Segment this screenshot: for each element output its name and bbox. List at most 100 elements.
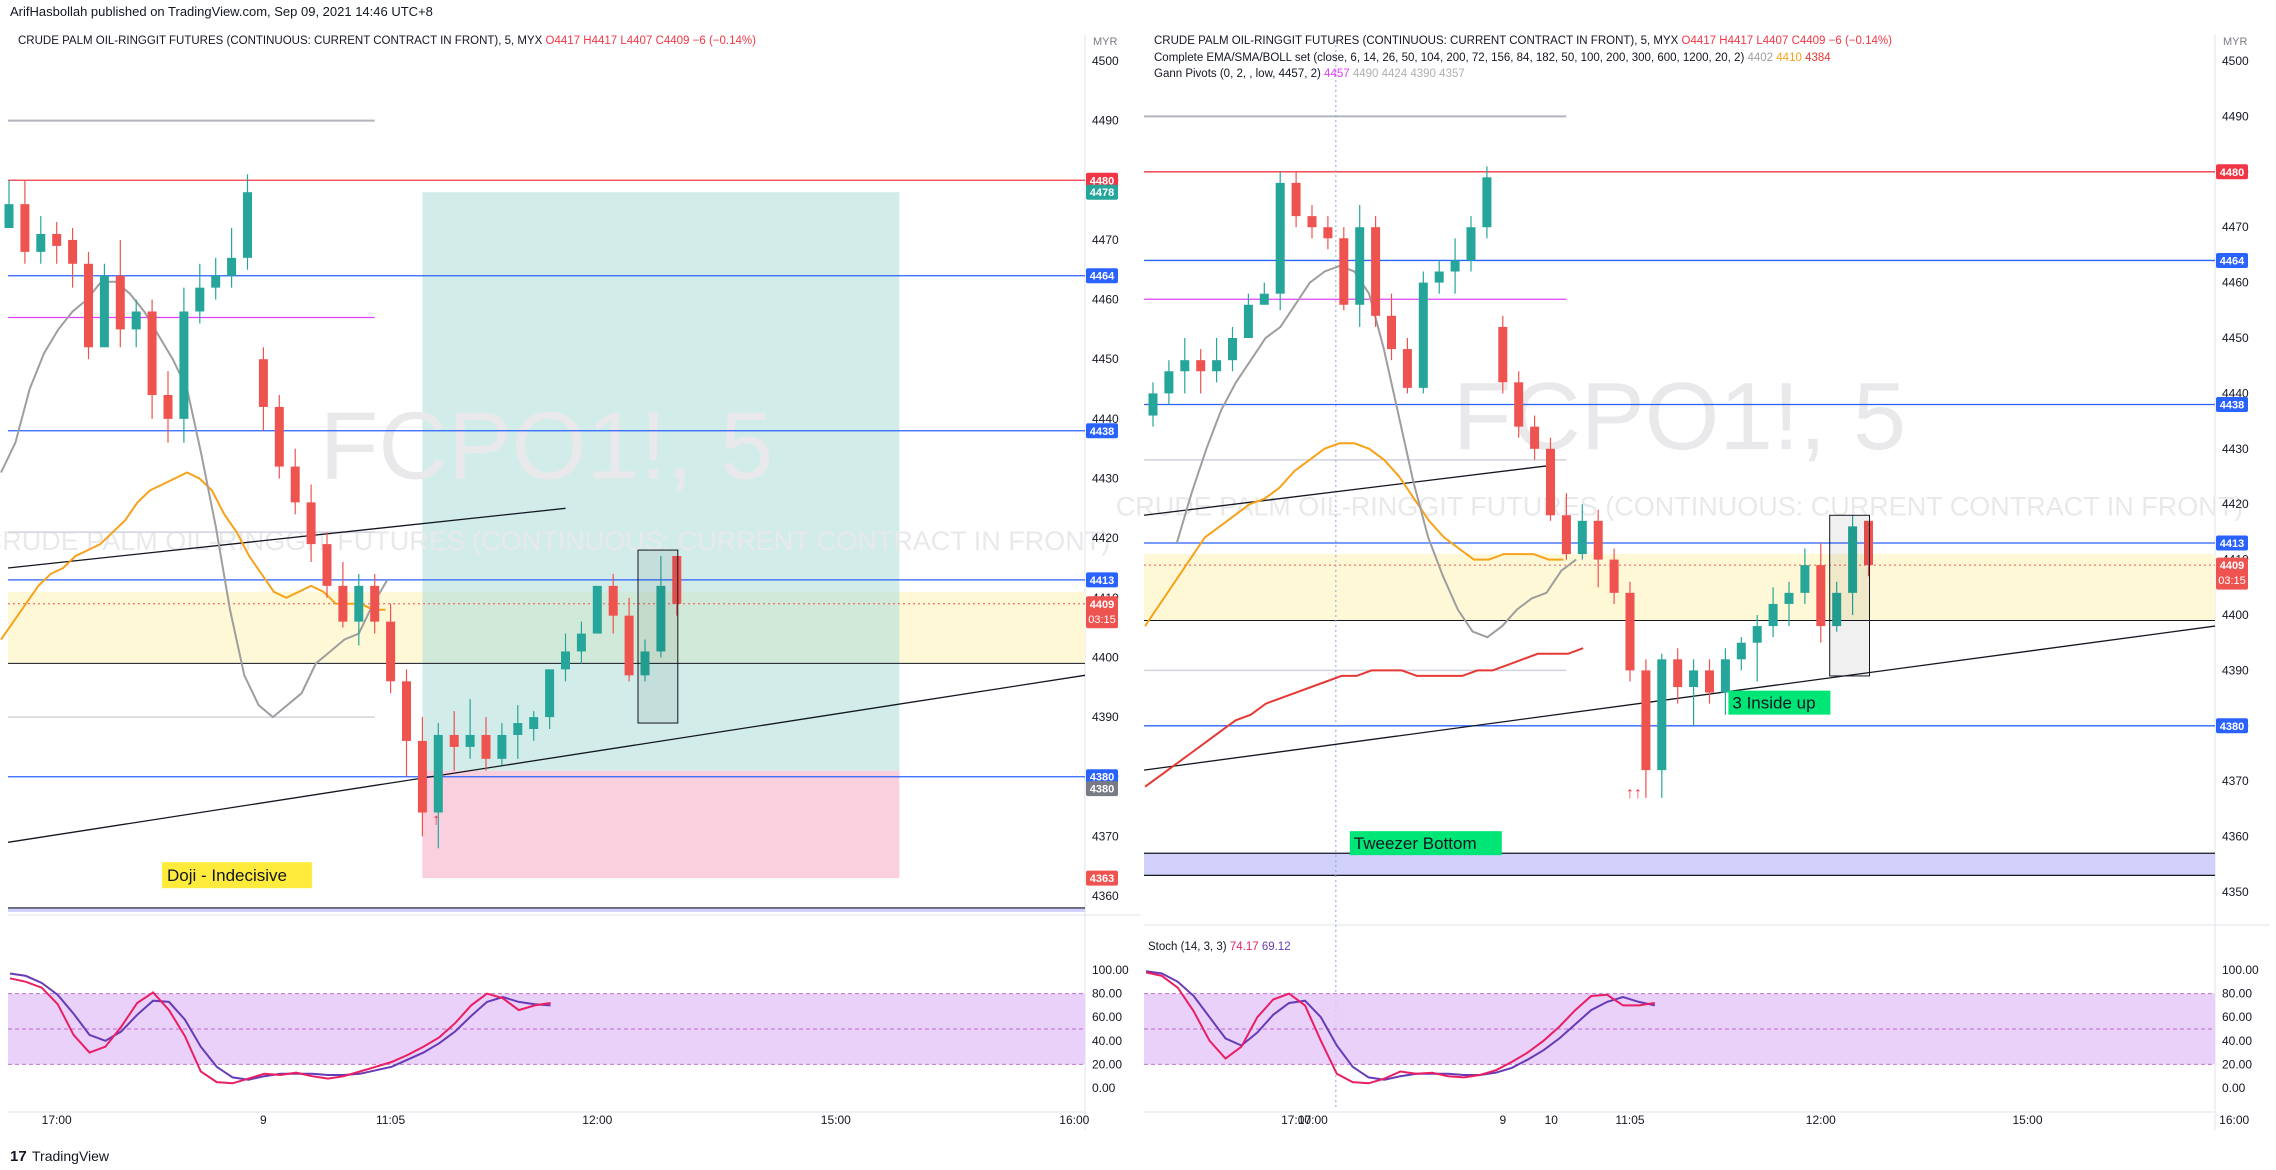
candle-body — [1402, 349, 1412, 388]
candle-body — [449, 734, 459, 747]
stochastic-pane: 100.00 80.00 60.00 40.00 20.00 0.00 — [8, 963, 1129, 1095]
candle-body — [1593, 520, 1603, 560]
price-tick-label: 4420 — [1092, 531, 1119, 545]
candle-body — [608, 585, 618, 616]
candle-body — [1577, 520, 1587, 555]
watermark: FCPO1!, 5 — [320, 393, 773, 500]
candle-body — [290, 466, 300, 503]
candle-body — [481, 734, 491, 759]
time-tick-label: 11:05 — [1615, 1113, 1644, 1127]
price-tick-label: 4450 — [1092, 352, 1119, 366]
price-tag — [2216, 535, 2248, 551]
price-tick-label: 4500 — [2222, 54, 2249, 68]
candle-body — [1530, 426, 1540, 449]
time-tick-label: 15:00 — [821, 1113, 851, 1127]
pattern-box — [1829, 514, 1870, 677]
price-tick-label: 4400 — [2222, 608, 2249, 622]
candle-body — [1657, 659, 1667, 771]
ema-orange — [1144, 442, 1564, 627]
ohlc-value: O4417 — [546, 35, 584, 47]
candle-body — [1816, 565, 1826, 627]
price-tick-label: 4430 — [1092, 472, 1119, 486]
ema-gray — [1175, 264, 1577, 639]
time-tick-label: 11:05 — [376, 1113, 405, 1127]
candle-body — [163, 395, 173, 419]
ohlc-value: H4417 — [583, 35, 620, 47]
time-tick-label: 9 — [1499, 1113, 1506, 1127]
time-tick-label: 12:00 — [582, 1113, 612, 1127]
price-tag — [1086, 769, 1118, 785]
price-axis: 4500449044804470446044504440443044204410… — [1086, 36, 1119, 903]
candle-body — [1768, 603, 1778, 627]
candle-body — [354, 585, 364, 622]
published-header: ArifHasbollah published on TradingView.c… — [10, 4, 433, 19]
price-tag-label: 4380 — [2220, 721, 2244, 733]
candle-body — [1864, 520, 1873, 566]
price-tag — [2216, 252, 2248, 268]
price-axis: 4500449044804470446044504440443044204410… — [2216, 36, 2249, 899]
price-tick-label: 4400 — [1092, 650, 1119, 664]
annotation-doji: Doji - Indecisive — [167, 866, 287, 885]
annotation-3inside-bg — [1728, 690, 1831, 715]
candles — [1148, 166, 1873, 798]
time-tick-label: 17:00 — [42, 1113, 72, 1127]
candle-body — [370, 585, 380, 622]
price-tag — [2216, 718, 2248, 734]
price-tick-label: 4460 — [2222, 276, 2249, 290]
candle-body — [1689, 670, 1699, 688]
candle-body — [1434, 271, 1444, 283]
price-tag — [1086, 572, 1118, 588]
stoch-k-line — [1145, 971, 1655, 1085]
tradingview-logo: 17 — [10, 1148, 27, 1165]
stoch-tick-label: 60.00 — [1092, 1010, 1122, 1024]
ohlc-value: L4407 — [1756, 35, 1791, 47]
candle-body — [640, 651, 650, 676]
candle-body — [243, 192, 252, 258]
position-stop-zone — [422, 770, 900, 879]
candle-body — [1148, 393, 1158, 416]
candle-body — [1609, 559, 1619, 593]
price-tag — [1086, 423, 1118, 439]
price-tick-label: 4430 — [2222, 442, 2249, 456]
candle-body — [1641, 670, 1651, 771]
price-tick-label: 4440 — [1092, 412, 1119, 426]
candle-body — [1848, 526, 1858, 593]
indicator-legend: Gann Pivots (0, 2, , low, 4457, 2) 4457 … — [1154, 68, 1465, 80]
candle-body — [322, 544, 332, 586]
price-tag-label: 4438 — [1090, 426, 1114, 438]
candle-body — [1323, 227, 1333, 239]
candle-body — [417, 740, 427, 813]
price-tag-label: 4464 — [1090, 271, 1115, 283]
candle-body — [433, 734, 443, 813]
price-tag-label: 4380 — [1090, 784, 1114, 796]
candle-body — [1259, 293, 1269, 305]
candle-body — [1832, 592, 1842, 627]
price-tag-label: 4480 — [2220, 167, 2244, 179]
price-tick-label: 4500 — [1092, 54, 1119, 68]
watermark: FCPO1!, 5 — [1453, 363, 1906, 470]
candle-body — [1625, 592, 1635, 671]
price-tick-label: 4370 — [1092, 829, 1119, 843]
stoch-tick-label: 0.00 — [1092, 1081, 1116, 1095]
trendline-upper — [1143, 464, 1551, 516]
stoch-tick-label: 80.00 — [2222, 987, 2252, 1001]
price-tag-label: 4438 — [2220, 399, 2244, 411]
candle-body — [1291, 182, 1301, 217]
candle-body — [545, 669, 555, 718]
candle-body — [1371, 227, 1381, 316]
footer-brand: TradingView — [32, 1148, 110, 1164]
ema-red — [1144, 647, 1584, 788]
candle-body — [1196, 360, 1206, 372]
candle-body — [1164, 371, 1174, 394]
candle-body — [4, 204, 14, 228]
trendline-upper — [7, 507, 566, 569]
candle-body — [52, 233, 62, 246]
time-tick-label: 17:00 — [1281, 1113, 1311, 1127]
time-tick-label: 9 — [260, 1113, 267, 1127]
price-tag — [1086, 172, 1118, 188]
price-tick-label: 4440 — [2222, 386, 2249, 400]
candle-body — [513, 723, 523, 735]
candle-body — [1705, 670, 1714, 693]
price-tick-label: 4360 — [2222, 830, 2249, 844]
price-tag — [1086, 596, 1118, 629]
